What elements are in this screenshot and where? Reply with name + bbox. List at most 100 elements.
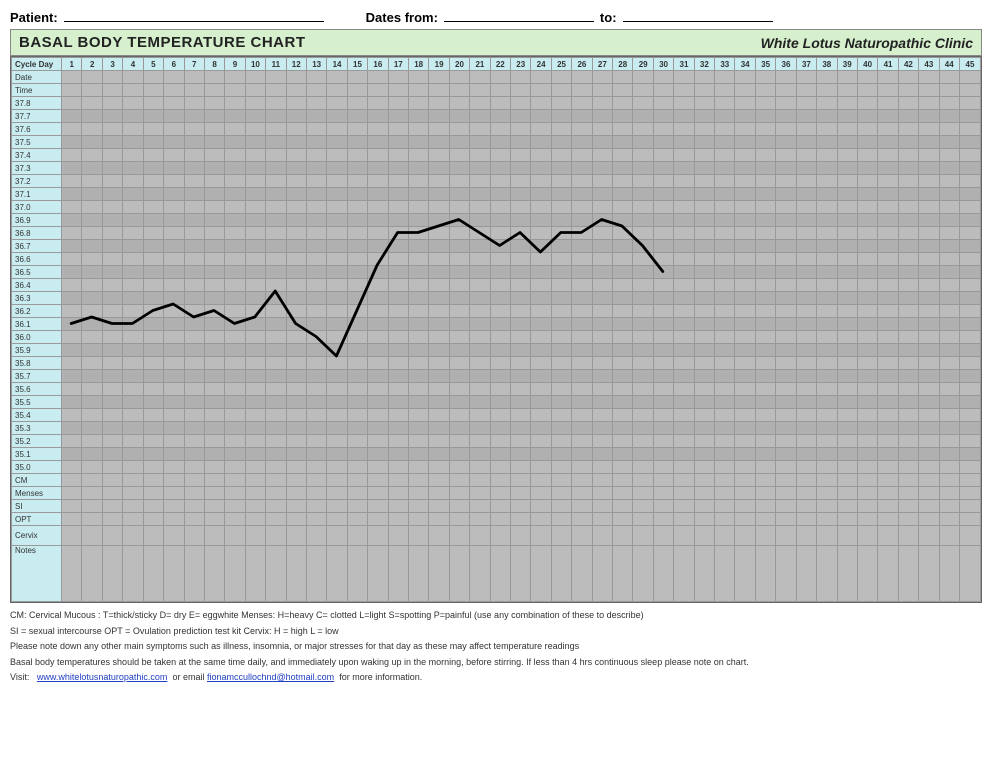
- grid-cell: [143, 487, 163, 500]
- grid-cell: [286, 396, 306, 409]
- grid-cell: [633, 461, 653, 474]
- grid-cell: [266, 149, 286, 162]
- grid-cell: [531, 84, 551, 97]
- grid-cell: [613, 500, 633, 513]
- grid-cell: [653, 188, 673, 201]
- grid-cell: [449, 357, 469, 370]
- grid-cell: [939, 292, 959, 305]
- grid-cell: [368, 279, 388, 292]
- grid-cell: [592, 513, 612, 526]
- grid-cell: [857, 162, 877, 175]
- grid-cell: [490, 175, 510, 188]
- grid-cell: [490, 331, 510, 344]
- visit-url[interactable]: www.whitelotusnaturopathic.com: [37, 672, 168, 682]
- grid-cell: [817, 84, 837, 97]
- grid-cell: [755, 546, 775, 602]
- grid-cell: [327, 84, 347, 97]
- grid-cell: [551, 266, 571, 279]
- grid-cell: [857, 149, 877, 162]
- grid-cell: [633, 396, 653, 409]
- grid-cell: 14: [327, 58, 347, 71]
- grid-cell: [776, 214, 796, 227]
- grid-cell: [164, 84, 184, 97]
- grid-cell: [204, 162, 224, 175]
- grid-cell: [347, 422, 367, 435]
- grid-cell: [715, 409, 735, 422]
- grid-cell: [327, 188, 347, 201]
- grid-cell: [551, 383, 571, 396]
- grid-cell: [898, 110, 918, 123]
- grid-cell: [939, 175, 959, 188]
- grid-cell: [694, 500, 714, 513]
- grid-cell: [531, 266, 551, 279]
- grid-cell: [184, 448, 204, 461]
- grid-cell: [408, 84, 428, 97]
- visit-email[interactable]: fionamccullochnd@hotmail.com: [207, 672, 334, 682]
- grid-cell: [735, 149, 755, 162]
- grid-cell: [245, 487, 265, 500]
- grid-cell: [959, 474, 980, 487]
- grid-cell: [449, 292, 469, 305]
- grid-cell: [286, 214, 306, 227]
- grid-cell: [102, 487, 122, 500]
- grid-cell: [490, 201, 510, 214]
- grid-cell: [62, 123, 82, 136]
- grid-cell: [470, 344, 490, 357]
- grid-cell: [776, 474, 796, 487]
- row-label: 37.3: [12, 162, 62, 175]
- grid-cell: [306, 71, 326, 84]
- grid-cell: [796, 71, 816, 84]
- grid-cell: [306, 227, 326, 240]
- grid-cell: [347, 149, 367, 162]
- grid-cell: [735, 279, 755, 292]
- grid-cell: [123, 227, 143, 240]
- grid-cell: [266, 227, 286, 240]
- grid-cell: [245, 71, 265, 84]
- grid-cell: [796, 383, 816, 396]
- grid-cell: [898, 513, 918, 526]
- grid-cell: [531, 435, 551, 448]
- grid-cell: [694, 279, 714, 292]
- grid-cell: [327, 513, 347, 526]
- grid-cell: [572, 318, 592, 331]
- grid-cell: [959, 305, 980, 318]
- grid-cell: [347, 409, 367, 422]
- grid-cell: [633, 383, 653, 396]
- grid-cell: [959, 162, 980, 175]
- grid-cell: [184, 500, 204, 513]
- grid-cell: [715, 331, 735, 344]
- grid-cell: [817, 188, 837, 201]
- grid-cell: [164, 474, 184, 487]
- grid-cell: [857, 227, 877, 240]
- grid-cell: [123, 84, 143, 97]
- grid-cell: [143, 435, 163, 448]
- grid-cell: [143, 474, 163, 487]
- grid-cell: [694, 318, 714, 331]
- grid-cell: [102, 357, 122, 370]
- grid-cell: [245, 461, 265, 474]
- grid-cell: [878, 474, 898, 487]
- grid-cell: [837, 344, 857, 357]
- grid-cell: [102, 84, 122, 97]
- grid-cell: [939, 474, 959, 487]
- grid-cell: [735, 175, 755, 188]
- grid-cell: [388, 396, 408, 409]
- grid-cell: [143, 110, 163, 123]
- grid-cell: [511, 513, 531, 526]
- grid-cell: [347, 305, 367, 318]
- grid-cell: [796, 240, 816, 253]
- grid-cell: [613, 227, 633, 240]
- grid-cell: [898, 175, 918, 188]
- grid-cell: [735, 487, 755, 500]
- grid-cell: [82, 513, 102, 526]
- grid-cell: [123, 162, 143, 175]
- grid-cell: [204, 513, 224, 526]
- grid-cell: [572, 227, 592, 240]
- grid-cell: 6: [164, 58, 184, 71]
- grid-cell: [388, 227, 408, 240]
- grid-cell: [245, 123, 265, 136]
- grid-cell: [878, 97, 898, 110]
- grid-cell: [102, 253, 122, 266]
- grid-cell: [674, 422, 694, 435]
- grid-cell: [266, 175, 286, 188]
